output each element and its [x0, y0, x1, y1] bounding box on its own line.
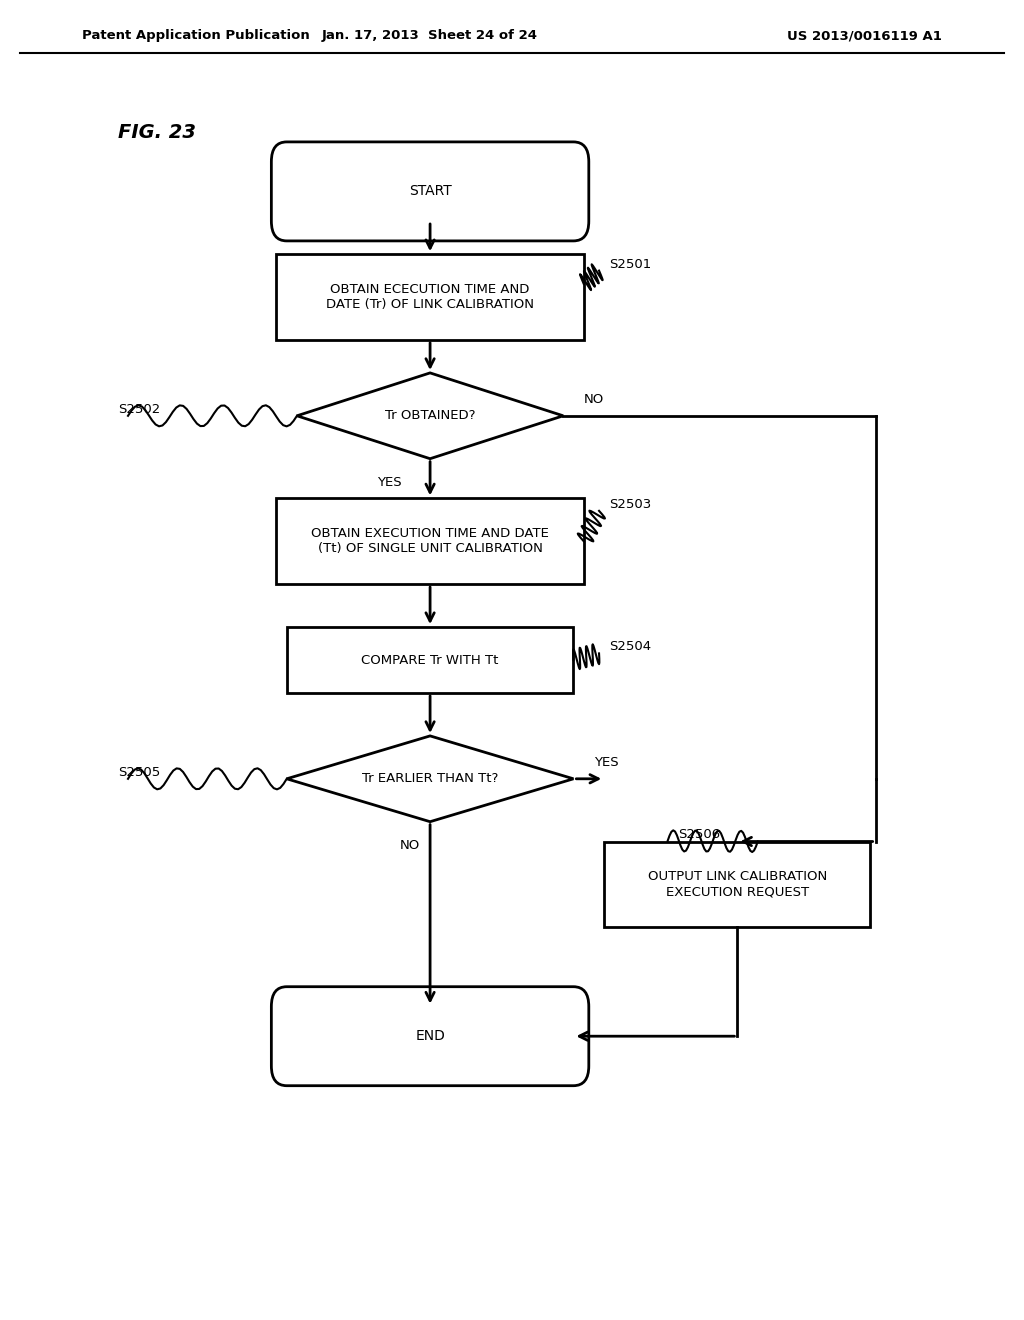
Polygon shape [287, 737, 573, 821]
Text: OUTPUT LINK CALIBRATION
EXECUTION REQUEST: OUTPUT LINK CALIBRATION EXECUTION REQUES… [647, 870, 827, 899]
Text: FIG. 23: FIG. 23 [118, 123, 196, 141]
Text: S2501: S2501 [609, 257, 651, 271]
Text: S2506: S2506 [678, 828, 720, 841]
Text: S2502: S2502 [118, 403, 160, 416]
Text: S2505: S2505 [118, 766, 160, 779]
Text: Jan. 17, 2013  Sheet 24 of 24: Jan. 17, 2013 Sheet 24 of 24 [323, 29, 538, 42]
Text: Tr EARLIER THAN Tt?: Tr EARLIER THAN Tt? [361, 772, 499, 785]
Text: US 2013/0016119 A1: US 2013/0016119 A1 [787, 29, 942, 42]
Text: Tr OBTAINED?: Tr OBTAINED? [385, 409, 475, 422]
Text: END: END [415, 1030, 445, 1043]
Text: S2504: S2504 [609, 640, 651, 653]
Text: NO: NO [399, 840, 420, 851]
Text: NO: NO [584, 393, 604, 407]
Text: S2503: S2503 [609, 498, 651, 511]
FancyBboxPatch shape [271, 987, 589, 1085]
Bar [604, 842, 870, 927]
Text: COMPARE Tr WITH Tt: COMPARE Tr WITH Tt [361, 653, 499, 667]
Polygon shape [297, 372, 563, 458]
Text: Patent Application Publication: Patent Application Publication [82, 29, 309, 42]
Text: YES: YES [594, 756, 618, 770]
Bar [276, 498, 584, 583]
Text: YES: YES [377, 475, 401, 488]
Bar [287, 627, 573, 693]
Text: START: START [409, 185, 452, 198]
Text: OBTAIN ECECUTION TIME AND
DATE (Tr) OF LINK CALIBRATION: OBTAIN ECECUTION TIME AND DATE (Tr) OF L… [326, 282, 535, 312]
Bar [276, 253, 584, 339]
FancyBboxPatch shape [271, 143, 589, 242]
Text: OBTAIN EXECUTION TIME AND DATE
(Tt) OF SINGLE UNIT CALIBRATION: OBTAIN EXECUTION TIME AND DATE (Tt) OF S… [311, 527, 549, 556]
